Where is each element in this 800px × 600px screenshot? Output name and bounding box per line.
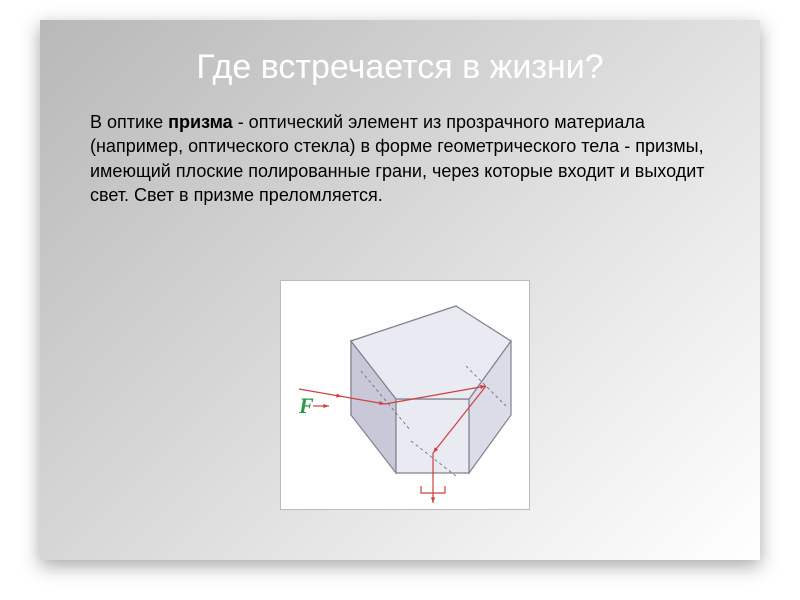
paragraph-bold: призма (168, 112, 233, 132)
prism-svg: F (281, 281, 531, 511)
svg-text:F: F (298, 393, 314, 418)
slide-paragraph: В оптике призма - оптический элемент из … (90, 110, 710, 207)
slide-frame: Где встречается в жизни? В оптике призма… (40, 20, 760, 560)
slide-title: Где встречается в жизни? (40, 48, 760, 87)
prism-diagram: F (280, 280, 530, 510)
paragraph-pre: В оптике (90, 112, 168, 132)
